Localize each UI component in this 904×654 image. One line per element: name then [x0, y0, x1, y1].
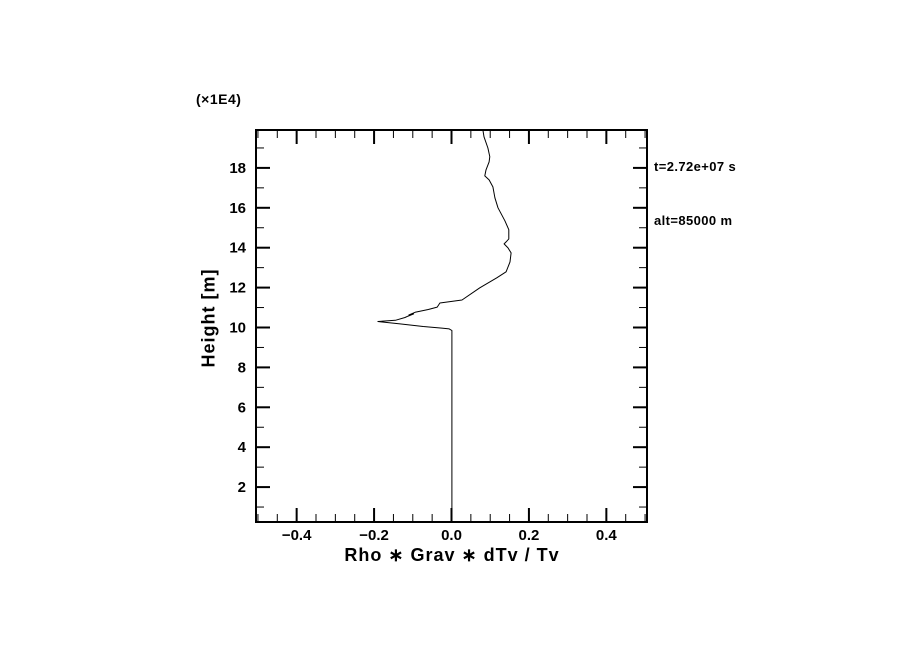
- data-curve: [377, 129, 512, 522]
- y-tick-label: 14: [229, 240, 246, 257]
- x-tick-label: −0.2: [359, 527, 389, 544]
- x-tick-label: 0.2: [518, 527, 539, 544]
- x-tick-label: 0.0: [441, 527, 462, 544]
- y-axis-title: Height [m]: [198, 268, 219, 368]
- y-tick-label: 6: [238, 399, 246, 416]
- x-tick-label: 0.4: [596, 527, 618, 544]
- y-tick-label: 4: [238, 439, 247, 456]
- annotation-time: t=2.72e+07 s: [654, 159, 737, 174]
- y-tick-label: 12: [229, 280, 246, 297]
- x-tick-label: −0.4: [282, 527, 312, 544]
- annotation-block: t=2.72e+07 s alt=85000 m: [654, 122, 736, 266]
- y-tick-label: 10: [229, 319, 246, 336]
- y-tick-label: 8: [238, 359, 246, 376]
- x-axis-title: Rho ∗ Grav ∗ dTv / Tv: [344, 545, 560, 565]
- y-tick-label: 16: [229, 200, 246, 217]
- annotation-altitude: alt=85000 m: [654, 213, 733, 228]
- y-axis-multiplier-label: (×1E4): [196, 91, 242, 107]
- y-tick-label: 2: [238, 479, 246, 496]
- y-tick-label: 18: [229, 160, 246, 177]
